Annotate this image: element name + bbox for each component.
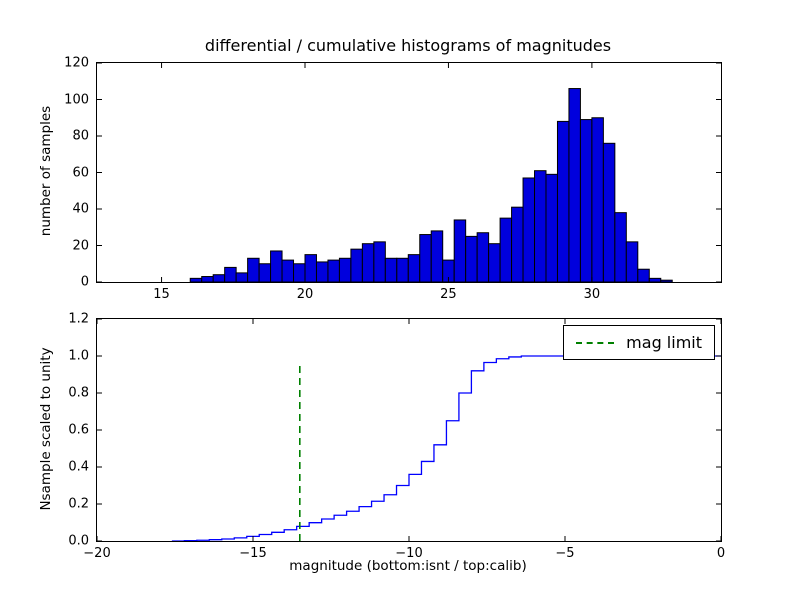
y-tick-label: 1.2 (68, 311, 89, 327)
histogram-bar (361, 243, 375, 282)
y-tick-label: 0.4 (68, 459, 89, 475)
histogram-bar (614, 212, 627, 282)
y-tick-label: 100 (64, 92, 89, 107)
legend: mag limit (563, 325, 715, 360)
chart-title: differential / cumulative histograms of … (204, 36, 612, 55)
histogram-bar (212, 274, 226, 282)
histogram-bar (350, 248, 363, 282)
y-tick-label: 0 (80, 274, 89, 290)
histogram-bar (602, 142, 616, 282)
x-tick-label: 15 (153, 287, 170, 302)
x-tick-label: −20 (83, 546, 111, 561)
y-tick-label: 0.6 (68, 422, 89, 438)
histogram-bar (545, 173, 558, 282)
cumulative-step-line (171, 355, 721, 541)
histogram-bar (384, 257, 398, 282)
histogram-bar (648, 277, 662, 282)
histogram-bar (258, 263, 272, 282)
histogram-bar (407, 254, 421, 282)
histogram-bar (579, 119, 593, 282)
histogram-bar (534, 170, 547, 282)
x-tick-label: −5 (555, 546, 575, 561)
x-axis-label: magnitude (bottom:isnt / top:calib) (289, 558, 527, 574)
bottom-axes-cumulative-histogram: mag limit −20 −15 −10 −5 0 0.0 0.2 0.4 0.6 0.8 1.0… (68, 312, 725, 562)
x-tick-label: 25 (440, 287, 457, 302)
x-tick-label: 20 (296, 287, 314, 302)
y-tick-label: 120 (64, 55, 89, 71)
bottom-y-axis-label: Nsample scaled to unity (38, 347, 54, 511)
y-tick-label: 0.8 (68, 385, 89, 401)
histogram-bar (476, 232, 490, 282)
y-tick-label: 60 (72, 165, 89, 180)
histogram-bar (338, 257, 352, 282)
histogram-bar (247, 257, 260, 282)
y-tick-label: 1.0 (68, 348, 89, 364)
histogram-bar (453, 219, 467, 282)
histogram-bar (660, 279, 673, 282)
histogram-bar (465, 235, 478, 282)
histogram-bar (396, 257, 409, 282)
histogram-plot (97, 63, 721, 282)
histogram-bar (499, 217, 513, 282)
histogram-bar (315, 261, 329, 282)
histogram-bar (430, 230, 444, 282)
top-axes-differential-histogram: 15 20 25 30 0 20 40 60 80 100 120 (64, 56, 722, 302)
y-tick-label: 20 (72, 238, 89, 253)
histogram-bar (304, 254, 317, 282)
x-tick-label: 0 (716, 546, 726, 561)
histogram-bar (568, 88, 581, 282)
histogram-bar (281, 259, 295, 282)
histogram-bar (556, 120, 570, 282)
histogram-bar (419, 234, 432, 282)
histogram-bar (591, 117, 604, 282)
y-tick-label: 80 (72, 128, 89, 144)
x-tick-label: −10 (395, 546, 423, 561)
histogram-bar (235, 272, 249, 282)
histogram-bar (201, 276, 214, 282)
dashed-line-sample-icon (576, 341, 615, 344)
y-tick-label: 0.2 (68, 496, 89, 512)
histogram-bar (327, 259, 340, 282)
histogram-bar (511, 206, 524, 282)
legend-label: mag limit (626, 333, 702, 352)
top-y-axis-label: number of samples (38, 105, 54, 237)
x-tick-label: −15 (239, 546, 267, 561)
histogram-bar (293, 263, 306, 282)
cumulative-plot (97, 319, 721, 541)
x-tick-label: 30 (583, 287, 601, 302)
histogram-bar (637, 268, 650, 282)
histogram-bar (224, 266, 237, 282)
histogram-bar (625, 241, 639, 282)
y-tick-label: 0.0 (68, 533, 89, 549)
histogram-bar (270, 250, 283, 282)
histogram-bar (522, 177, 536, 282)
y-tick-label: 40 (72, 201, 89, 217)
histogram-bar (488, 243, 501, 282)
histogram-bar (189, 277, 203, 282)
histogram-bar (373, 241, 386, 282)
